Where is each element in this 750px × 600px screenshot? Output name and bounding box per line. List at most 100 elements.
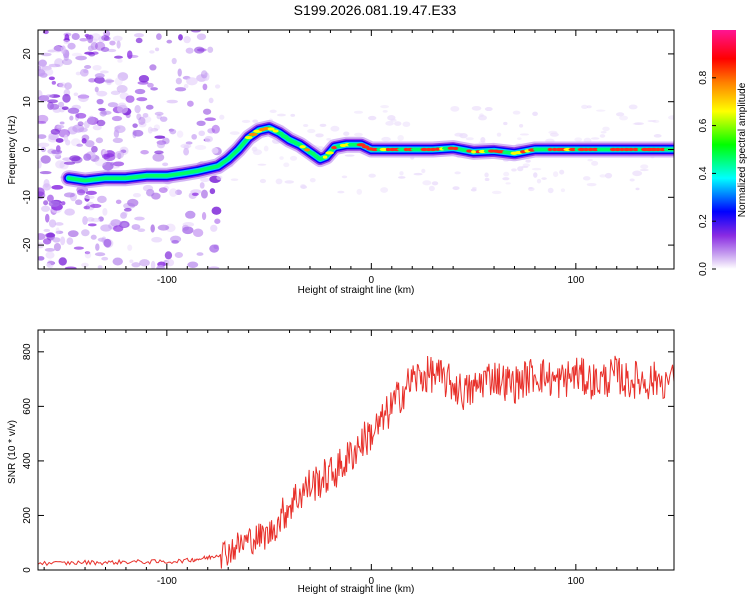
noise-blob — [211, 124, 220, 134]
noise-blob — [110, 219, 121, 227]
ridge-peak — [583, 147, 589, 152]
ridge-peak — [267, 127, 275, 131]
noise-blob — [42, 238, 52, 245]
noise-blob — [113, 129, 120, 138]
noise-blob — [269, 109, 277, 114]
noise-blob — [187, 261, 199, 268]
noise-blob — [196, 120, 206, 127]
noise-blob — [154, 111, 164, 116]
noise-blob — [201, 189, 208, 199]
ridge-peak — [280, 134, 289, 139]
noise-blob — [69, 155, 81, 162]
noise-blob — [111, 115, 123, 122]
noise-blob — [402, 121, 411, 127]
noise-blob — [84, 65, 92, 70]
noise-blob — [198, 130, 206, 137]
noise-blob — [75, 112, 87, 119]
noise-blob — [290, 113, 296, 117]
noise-blob — [40, 205, 51, 212]
noise-blob — [89, 203, 102, 209]
noise-blob — [150, 87, 158, 91]
noise-blob — [196, 252, 204, 256]
noise-blob — [38, 59, 47, 67]
noise-blob — [533, 172, 538, 178]
noise-blob — [491, 190, 502, 195]
ridge-peak — [425, 147, 432, 152]
x-tick-label: 100 — [567, 576, 584, 587]
noise-blob — [178, 34, 183, 41]
noise-blob — [194, 46, 205, 54]
noise-blob — [241, 119, 251, 123]
noise-blob — [38, 121, 47, 125]
noise-blob — [204, 117, 216, 122]
noise-blob — [634, 122, 644, 126]
noise-blob — [319, 123, 327, 127]
ridge-peak — [299, 145, 306, 149]
noise-blob — [216, 175, 223, 181]
noise-blob — [599, 174, 607, 178]
noise-blob — [60, 45, 66, 54]
noise-blob — [114, 150, 124, 159]
noise-blob — [528, 187, 535, 192]
noise-blob — [157, 224, 170, 231]
noise-blob — [162, 162, 169, 167]
noise-blob — [211, 206, 222, 215]
noise-blob — [63, 39, 70, 45]
noise-blob — [591, 160, 599, 166]
ridge-peak — [551, 147, 558, 152]
noise-blob — [169, 128, 177, 135]
y-tick-label: 20 — [22, 48, 33, 60]
noise-blob — [480, 137, 486, 143]
snr-ylabel: SNR (10 * v/v) — [7, 420, 18, 484]
noise-blob — [129, 259, 134, 264]
noise-blob — [553, 171, 559, 178]
spectrogram-ridge — [60, 120, 674, 189]
noise-blob — [99, 110, 107, 117]
noise-blob — [632, 122, 643, 125]
noise-blob — [257, 163, 267, 166]
noise-blob — [154, 47, 160, 52]
noise-blob — [586, 105, 592, 109]
noise-blob — [100, 47, 110, 53]
ridge-peak — [289, 140, 298, 144]
noise-blob — [147, 126, 153, 134]
noise-blob — [289, 155, 298, 161]
noise-blob — [112, 35, 123, 42]
ridge-peak — [655, 147, 661, 152]
noise-blob — [380, 187, 389, 193]
noise-blob — [38, 233, 46, 241]
noise-blob — [87, 45, 94, 52]
ridge-peak — [568, 147, 577, 152]
noise-blob — [600, 130, 607, 134]
ridge-peak — [538, 147, 544, 152]
noise-blob — [208, 97, 214, 104]
noise-blob — [207, 128, 216, 134]
ridge-peak — [244, 135, 253, 140]
noise-blob — [547, 187, 554, 194]
noise-blob — [541, 177, 547, 180]
noise-blob — [94, 41, 106, 51]
noise-blob — [71, 52, 83, 57]
noise-blob — [472, 186, 477, 190]
noise-blob — [81, 138, 87, 144]
noise-blob — [140, 149, 149, 155]
noise-blob — [276, 113, 287, 117]
noise-blob — [398, 176, 406, 179]
noise-blob — [484, 172, 489, 178]
noise-blob — [326, 137, 332, 141]
noise-blob — [71, 32, 80, 41]
noise-blob — [125, 112, 131, 119]
ridge-peak — [272, 129, 279, 133]
noise-blob — [595, 109, 606, 112]
ridge-peak — [429, 147, 437, 152]
noise-blob — [117, 58, 123, 63]
noise-blob — [519, 123, 524, 128]
noise-blob — [208, 266, 220, 269]
noise-blob — [190, 30, 202, 33]
noise-blob — [399, 171, 404, 176]
x-tick-label: 0 — [369, 275, 375, 286]
noise-blob — [94, 86, 99, 93]
noise-blob — [177, 68, 182, 77]
noise-blob — [263, 145, 269, 152]
